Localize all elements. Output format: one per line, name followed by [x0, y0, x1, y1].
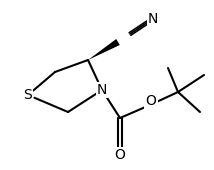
Text: O: O — [146, 94, 156, 108]
Text: S: S — [24, 88, 32, 102]
Text: N: N — [97, 83, 107, 97]
Text: N: N — [148, 12, 158, 26]
Polygon shape — [88, 39, 120, 60]
Text: O: O — [114, 148, 125, 162]
